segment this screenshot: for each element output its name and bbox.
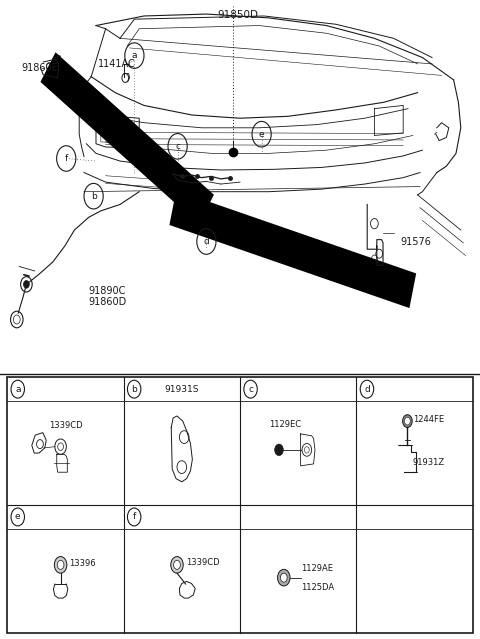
Circle shape (280, 573, 287, 582)
Text: c: c (248, 385, 253, 394)
Text: a: a (15, 385, 21, 394)
Text: b: b (91, 192, 96, 201)
Circle shape (54, 557, 67, 573)
Text: 91860E: 91860E (22, 63, 59, 73)
Text: 91931Z: 91931Z (412, 458, 444, 467)
Circle shape (405, 417, 410, 425)
Text: 91890C: 91890C (89, 286, 126, 296)
Text: 13396: 13396 (69, 559, 96, 568)
Text: e: e (15, 512, 21, 521)
Text: f: f (65, 154, 68, 163)
Text: d: d (364, 385, 370, 394)
Circle shape (24, 281, 29, 288)
Circle shape (50, 70, 54, 75)
Circle shape (13, 315, 20, 324)
Text: a: a (132, 51, 137, 60)
Polygon shape (169, 190, 416, 308)
Text: c: c (175, 142, 180, 151)
Text: 1141AC: 1141AC (98, 59, 136, 69)
Text: 91850D: 91850D (217, 10, 258, 20)
Text: d: d (204, 237, 209, 246)
Text: 1339CD: 1339CD (186, 558, 219, 567)
Text: 1244FE: 1244FE (413, 415, 444, 424)
Circle shape (57, 560, 64, 569)
Polygon shape (40, 52, 214, 224)
Circle shape (58, 443, 63, 450)
Text: 1129AE: 1129AE (300, 564, 333, 573)
Circle shape (403, 415, 412, 427)
Text: 1125DA: 1125DA (300, 583, 334, 592)
Text: f: f (132, 512, 136, 521)
Bar (7, 377, 473, 633)
Text: 91860D: 91860D (89, 296, 127, 307)
Circle shape (304, 447, 309, 453)
Text: 91576: 91576 (401, 237, 432, 247)
Circle shape (174, 560, 180, 569)
Text: 1339CD: 1339CD (48, 421, 82, 430)
Text: 91931S: 91931S (165, 385, 199, 394)
Circle shape (277, 569, 290, 586)
Circle shape (275, 444, 283, 456)
Text: e: e (259, 130, 264, 139)
Text: b: b (132, 385, 137, 394)
Text: 1129EC: 1129EC (269, 420, 301, 429)
Circle shape (171, 557, 183, 573)
